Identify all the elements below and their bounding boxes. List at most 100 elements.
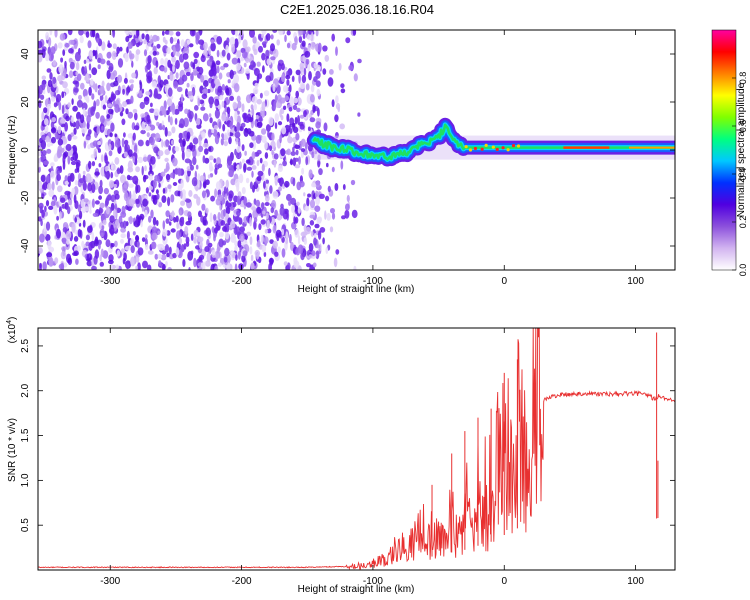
noise-blob xyxy=(178,132,183,140)
noise-blob xyxy=(162,229,168,237)
noise-blob xyxy=(186,39,191,45)
noise-blob xyxy=(203,80,209,87)
noise-blob xyxy=(149,137,155,146)
noise-blob xyxy=(213,158,217,164)
noise-blob xyxy=(109,132,113,138)
noise-blob xyxy=(67,175,71,183)
noise-blob xyxy=(153,108,160,116)
noise-blob xyxy=(41,48,46,59)
noise-blob xyxy=(285,237,289,245)
noise-blob xyxy=(308,169,313,179)
noise-blob xyxy=(149,165,153,173)
noise-blob xyxy=(102,250,109,259)
noise-blob xyxy=(46,142,51,148)
noise-blob xyxy=(173,108,180,115)
noise-blob xyxy=(353,265,357,270)
noise-blob xyxy=(195,164,199,170)
noise-blob xyxy=(50,121,55,129)
noise-blob xyxy=(277,121,283,126)
noise-blob xyxy=(113,209,117,218)
noise-blob xyxy=(166,98,173,106)
noise-blob xyxy=(167,184,172,190)
noise-blob xyxy=(217,85,223,93)
noise-blob xyxy=(172,252,177,259)
noise-blob xyxy=(213,124,219,130)
noise-blob xyxy=(260,234,264,244)
noise-blob xyxy=(41,184,45,190)
snr-x-tick-label: -100 xyxy=(363,576,383,587)
noise-blob xyxy=(283,85,288,93)
noise-blob xyxy=(241,187,246,195)
noise-blob xyxy=(87,40,92,49)
noise-blob xyxy=(169,116,173,126)
noise-blob xyxy=(249,216,253,227)
noise-blob xyxy=(164,39,168,45)
noise-blob xyxy=(129,238,135,247)
noise-blob xyxy=(265,179,269,184)
noise-blob xyxy=(240,122,246,128)
noise-blob xyxy=(147,250,154,255)
noise-blob xyxy=(146,132,150,138)
noise-blob xyxy=(197,178,200,188)
noise-blob xyxy=(124,245,131,251)
noise-blob xyxy=(234,178,240,188)
noise-blob xyxy=(97,64,101,70)
noise-blob xyxy=(267,130,270,138)
noise-blob xyxy=(322,237,325,245)
noise-blob xyxy=(210,195,216,202)
noise-blob xyxy=(56,169,60,176)
noise-blob xyxy=(164,244,170,253)
noise-blob xyxy=(135,184,139,194)
snr-y-tick-label: 1.0 xyxy=(20,473,31,487)
noise-blob xyxy=(72,151,79,162)
noise-blob xyxy=(174,117,178,125)
noise-blob xyxy=(53,102,58,108)
colorbar-tick-label: 0.2 xyxy=(738,216,748,229)
noise-blob xyxy=(166,252,170,258)
noise-blob xyxy=(125,108,129,115)
noise-blob xyxy=(76,162,81,167)
noise-blob xyxy=(64,60,67,68)
noise-blob xyxy=(255,134,262,144)
noise-blob xyxy=(127,111,133,119)
noise-blob xyxy=(269,239,274,245)
noise-blob xyxy=(284,34,287,43)
noise-blob xyxy=(184,226,189,235)
noise-blob xyxy=(173,37,177,42)
noise-blob xyxy=(156,220,159,226)
noise-blob xyxy=(49,72,53,80)
noise-blob xyxy=(141,237,146,243)
snr-x-tick-label: -300 xyxy=(100,576,120,587)
noise-blob xyxy=(45,52,50,62)
noise-blob xyxy=(46,174,50,183)
noise-blob xyxy=(258,45,263,53)
noise-blob xyxy=(145,187,149,194)
noise-blob xyxy=(291,75,295,83)
noise-blob xyxy=(278,186,282,192)
noise-blob xyxy=(233,83,240,93)
noise-blob xyxy=(92,50,97,56)
noise-blob xyxy=(326,212,331,221)
noise-blob xyxy=(79,210,83,220)
noise-blob xyxy=(237,100,242,109)
noise-blob xyxy=(280,63,285,71)
noise-blob xyxy=(60,197,66,203)
noise-blob xyxy=(205,207,209,214)
noise-blob xyxy=(208,46,212,55)
noise-blob xyxy=(193,51,200,59)
noise-blob xyxy=(121,137,125,148)
noise-blob xyxy=(82,88,88,98)
noise-blob xyxy=(270,34,274,40)
noise-blob xyxy=(127,85,130,94)
noise-blob xyxy=(75,258,79,265)
noise-blob xyxy=(222,123,226,132)
snr-multiplier: (x104) xyxy=(6,317,18,344)
noise-blob xyxy=(299,114,305,119)
noise-blob xyxy=(185,71,191,77)
noise-blob xyxy=(152,216,157,226)
noise-blob xyxy=(158,260,162,267)
noise-blob xyxy=(101,225,105,230)
noise-blob xyxy=(141,165,144,176)
noise-blob xyxy=(135,166,141,173)
noise-blob xyxy=(88,241,93,251)
